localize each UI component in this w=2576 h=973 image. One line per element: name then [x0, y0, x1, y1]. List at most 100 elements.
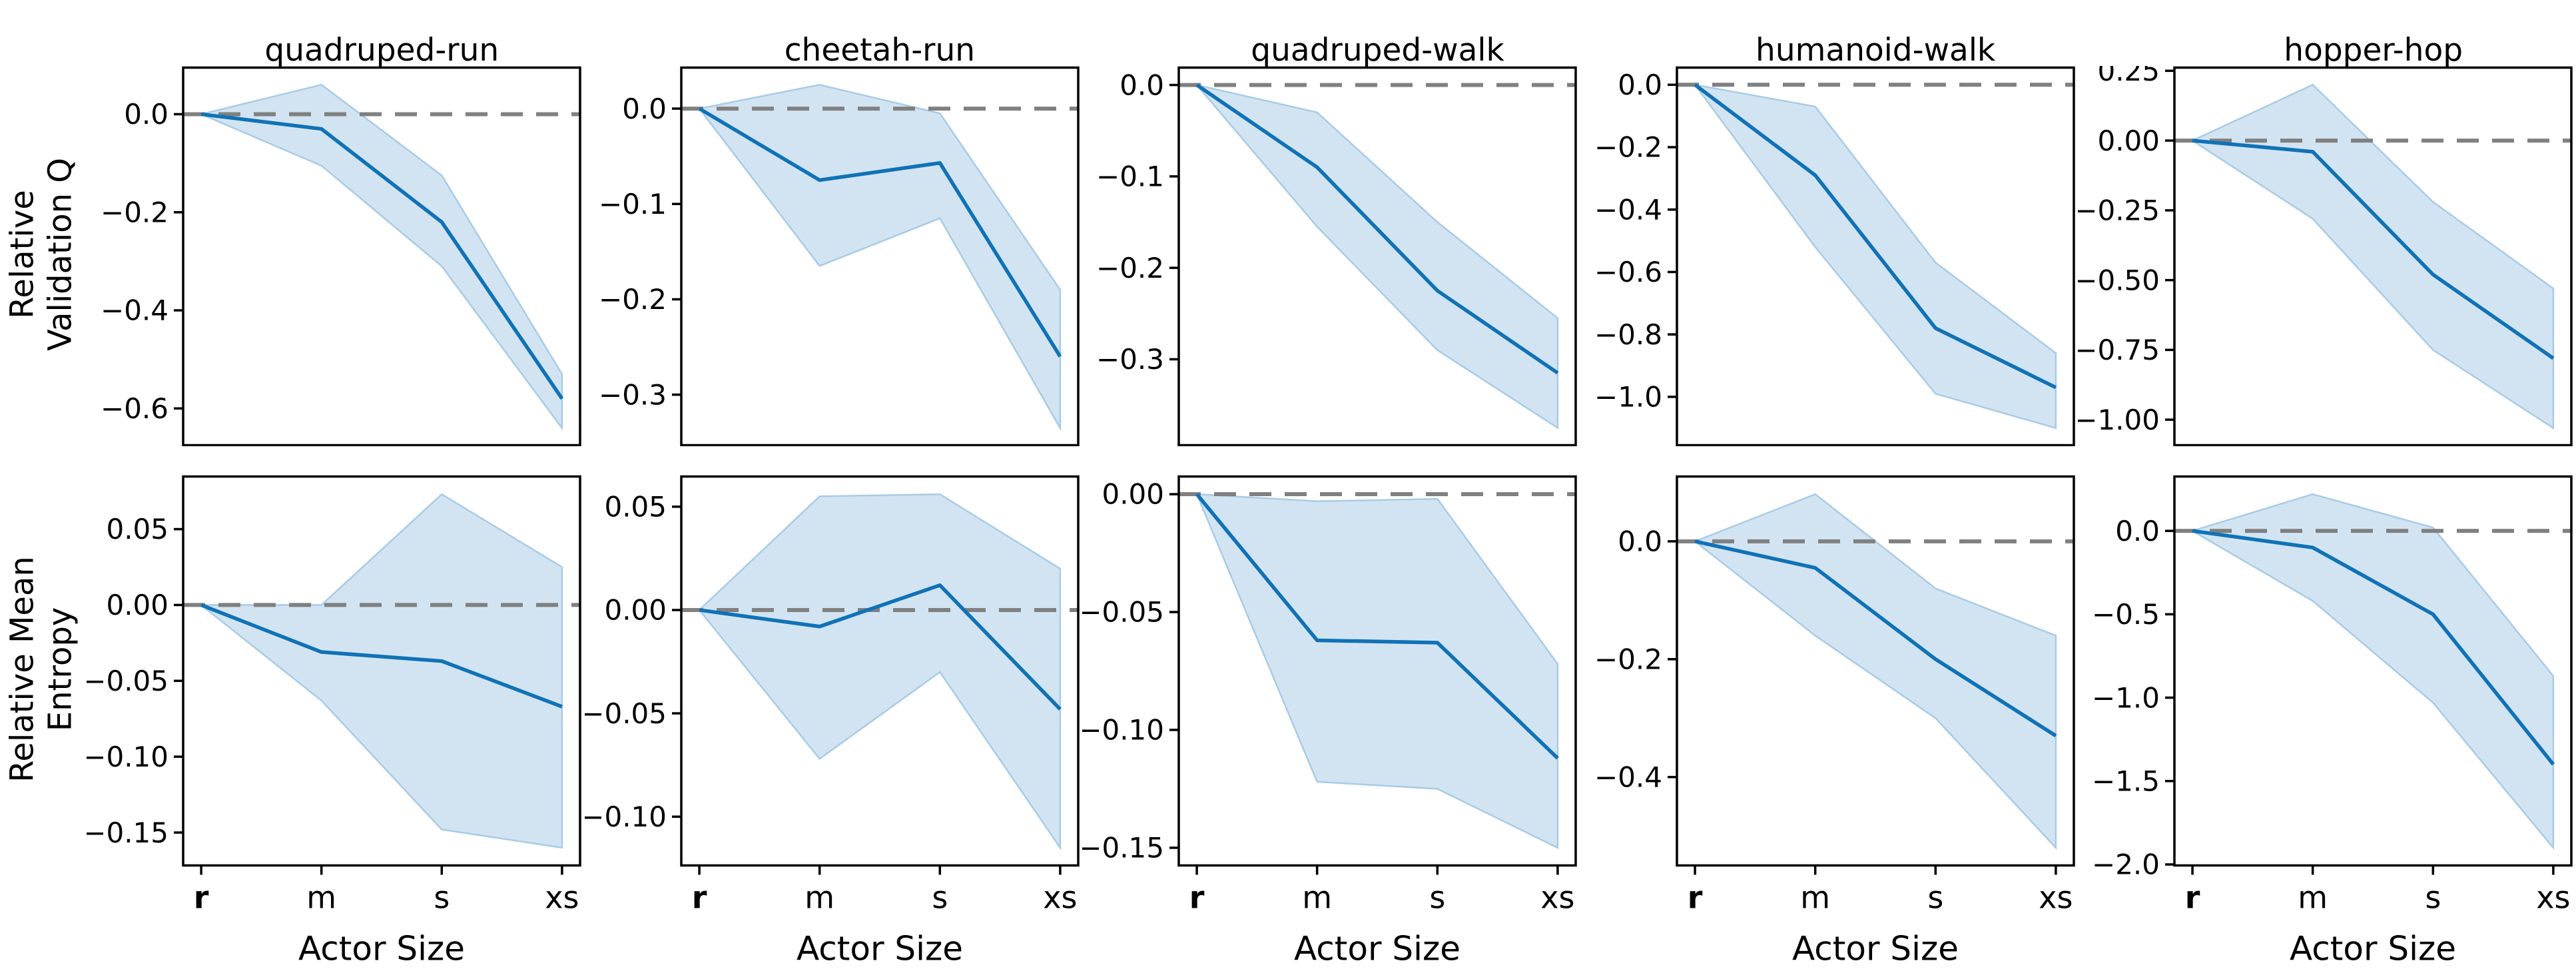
axes-box — [182, 66, 581, 446]
x-tick-label: s — [1927, 880, 1943, 916]
subplot-validation-q-cheetah-run: 0.0 −0.1 −0.2 −0.3 — [599, 66, 1080, 446]
y-tick-label: −0.1 — [1096, 161, 1164, 193]
titles-row: quadruped-run cheetah-run quadruped-walk… — [87, 0, 2576, 66]
y-tick-label: −1.0 — [2092, 681, 2160, 714]
x-axis-label: Actor Size — [1792, 930, 1959, 968]
confidence-band — [198, 493, 563, 849]
y-tick-label: −0.1 — [599, 188, 667, 220]
subplot-grid: quadruped-run cheetah-run quadruped-walk… — [87, 0, 2576, 973]
y-tick-label: −0.2 — [1594, 131, 1662, 164]
subplot-mean-entropy-quadruped-walk: 0.00 −0.05 −0.10 −0.15 r m s xs Actor Size — [1082, 475, 1577, 968]
y-tick-label: −0.15 — [1082, 832, 1164, 864]
y-tick-label: −0.3 — [1096, 343, 1164, 376]
x-tick-label: m — [805, 880, 834, 916]
y-tick-label: −0.6 — [1594, 256, 1662, 288]
axes-box — [2173, 66, 2573, 446]
axes-box — [1676, 475, 2075, 867]
plot-cell: 0.00 −0.05 −0.10 −0.15 r m s xs Actor Size — [1082, 475, 1580, 973]
x-axis-label: Actor Size — [298, 930, 465, 968]
y-tick-label: −0.15 — [87, 816, 168, 849]
confidence-band — [697, 493, 1061, 850]
y-tick-label: −0.6 — [101, 392, 168, 425]
y-tick-label: −0.05 — [585, 697, 667, 730]
mean-line — [200, 603, 563, 709]
plot-cell: 0.0 −0.2 −0.4 −0.6 −0.8 −1.0 — [1580, 66, 2079, 446]
confidence-band — [2190, 493, 2555, 850]
plots-row-validation-q: 0.0 −0.2 −0.4 −0.6 0.0 −0.1 −0.2 −0.3 0.0 −0.1 −… — [87, 66, 2576, 446]
plot-cell: 0.0 −0.5 −1.0 −1.5 −2.0 r m s xs Actor Size — [2078, 475, 2576, 973]
y-tick-label: 0.0 — [1618, 69, 1662, 101]
y-tick-label: 0.05 — [106, 513, 168, 545]
mean-line — [1694, 83, 2057, 390]
confidence-band — [2190, 83, 2555, 430]
x-tick-label: xs — [2039, 880, 2073, 916]
x-tick-label: xs — [1540, 880, 1574, 916]
axes-box — [1676, 66, 2075, 446]
subplot-mean-entropy-cheetah-run: 0.05 0.00 −0.05 −0.10 r m s xs Actor Size — [585, 475, 1080, 968]
axes-box — [679, 66, 1080, 446]
x-tick-label: s — [434, 880, 450, 916]
subplot-title-hopper-hop: hopper-hop — [2284, 32, 2463, 69]
y-tick-label: −0.3 — [599, 378, 667, 411]
y-tick-label: 0.00 — [604, 594, 667, 627]
subplot-validation-q-quadruped-run: 0.0 −0.2 −0.4 −0.6 — [101, 66, 581, 446]
subplot-validation-q-humanoid-walk: 0.0 −0.2 −0.4 −0.6 −0.8 −1.0 — [1594, 66, 2075, 446]
mean-line — [2192, 139, 2555, 360]
y-tick-label: −1.0 — [1594, 381, 1662, 414]
y-tick-label: −0.05 — [1082, 596, 1164, 629]
x-tick-label: r — [691, 880, 707, 916]
x-tick-label: r — [1688, 880, 1703, 916]
confidence-band — [198, 83, 563, 431]
plot-cell: 0.0 −0.2 −0.4 r m s xs Actor Size — [1580, 475, 2079, 973]
subplot-validation-q-quadruped-walk: 0.0 −0.1 −0.2 −0.3 — [1096, 66, 1577, 446]
mean-line — [1195, 493, 1559, 760]
plot-cell: 0.05 0.00 −0.05 −0.10 −0.15 r m s xs Actor Size — [87, 475, 585, 973]
y-tick-label: −0.4 — [1594, 193, 1662, 226]
subplot-title-quadruped-run: quadruped-run — [264, 32, 499, 69]
subplot-title-quadruped-walk: quadruped-walk — [1251, 32, 1504, 69]
x-axis-label: Actor Size — [1294, 930, 1460, 968]
y-tick-label: −0.2 — [101, 196, 168, 228]
y-tick-label: −0.4 — [101, 294, 168, 327]
x-tick-label: m — [306, 880, 336, 916]
subplot-mean-entropy-humanoid-walk: 0.0 −0.2 −0.4 r m s xs Actor Size — [1594, 475, 2075, 968]
y-tick-label: −0.2 — [1594, 643, 1662, 676]
row-gap — [87, 446, 2576, 475]
x-tick-label: m — [1800, 880, 1830, 916]
y-tick-label: 0.00 — [106, 589, 168, 621]
mean-line — [1694, 539, 2057, 738]
x-tick-label: m — [1302, 880, 1332, 916]
y-tick-label: −1.00 — [2078, 404, 2160, 436]
y-tick-label: −0.2 — [599, 283, 667, 316]
plot-cell: 0.0 −0.2 −0.4 −0.6 — [87, 66, 585, 446]
x-tick-label: xs — [2537, 880, 2571, 916]
confidence-band — [697, 83, 1061, 432]
y-tick-label: −0.10 — [87, 741, 168, 773]
y-tick-label: −0.05 — [87, 665, 168, 697]
x-axis-label: Actor Size — [2290, 930, 2456, 968]
y-tick-label: 0.05 — [604, 491, 667, 523]
x-tick-label: s — [1430, 880, 1446, 916]
mean-line — [698, 107, 1062, 358]
confidence-band — [1692, 83, 2057, 430]
y-tick-label: −0.10 — [1082, 714, 1164, 747]
y-tick-label: −1.5 — [2092, 765, 2160, 797]
plot-cell: 0.05 0.00 −0.05 −0.10 r m s xs Actor Size — [585, 475, 1083, 973]
y-axis-label-row-1: Relative Validation Q — [3, 15, 79, 494]
mean-line — [699, 583, 1062, 711]
y-tick-label: 0.0 — [1120, 69, 1164, 101]
plot-cell: 0.25 0.00 −0.25 −0.50 −0.75 −1.00 — [2078, 66, 2576, 446]
y-tick-label: 0.0 — [2116, 515, 2160, 547]
axes-box — [679, 475, 1080, 867]
x-axis-label: Actor Size — [797, 930, 963, 968]
confidence-band — [1194, 83, 1559, 430]
y-tick-label: 0.0 — [1618, 525, 1662, 558]
confidence-band — [1195, 493, 1559, 849]
y-tick-label: −0.4 — [1594, 761, 1662, 793]
mean-line — [200, 112, 564, 400]
mean-line — [2192, 529, 2555, 766]
axes-box — [182, 475, 581, 867]
y-tick-label: −0.10 — [585, 801, 667, 833]
subplot-mean-entropy-quadruped-run: 0.05 0.00 −0.05 −0.10 −0.15 r m s xs Actor Size — [87, 475, 581, 968]
